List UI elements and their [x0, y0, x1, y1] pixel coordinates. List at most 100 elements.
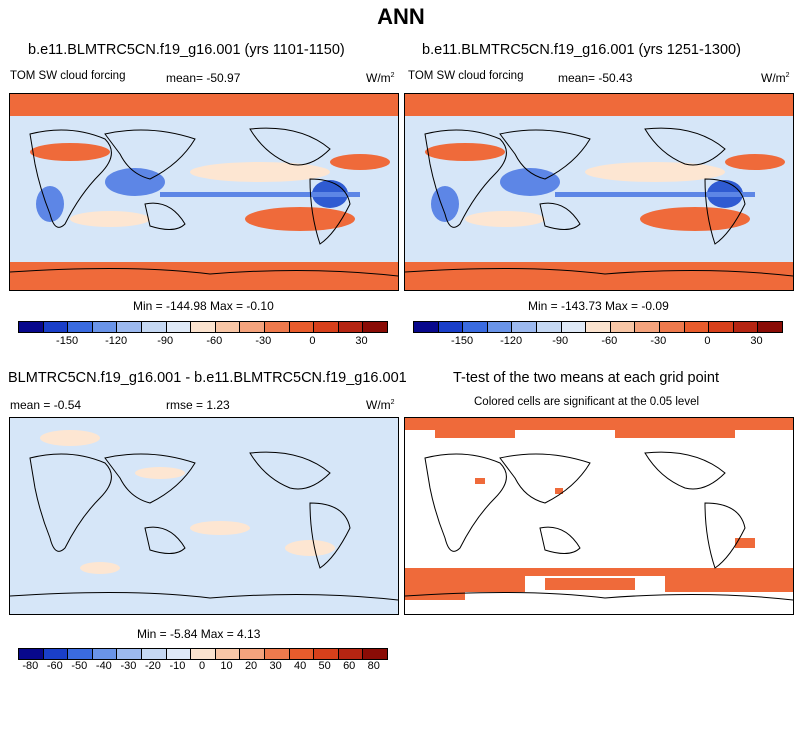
colorbar-swatch: [191, 649, 216, 659]
colorbar-tick-label: 0: [309, 335, 316, 347]
panel2-minmax: Min = -143.73 Max = -0.09: [528, 299, 669, 313]
panel2-variable: TOM SW cloud forcing: [408, 70, 524, 82]
panel3-colorbar: [18, 648, 388, 660]
colorbar-tick-label: -30: [255, 335, 272, 347]
colorbar-tick-label: -20: [144, 660, 161, 672]
colorbar-swatch: [68, 322, 93, 332]
colorbar-tick-label: -30: [650, 335, 667, 347]
colorbar-swatch: [561, 322, 587, 332]
colorbar-swatch: [758, 322, 782, 332]
colorbar-tick-label: -50: [71, 660, 88, 672]
colorbar-swatch: [512, 322, 537, 332]
colorbar-tick-label: -10: [169, 660, 186, 672]
panel3-minmax: Min = -5.84 Max = 4.13: [137, 627, 261, 641]
colorbar-tick-label: -90: [157, 335, 174, 347]
colorbar-tick-label: 30: [269, 660, 282, 672]
colorbar-swatch: [338, 322, 364, 332]
colorbar-swatch: [314, 322, 339, 332]
colorbar-tick-label: -60: [206, 335, 223, 347]
colorbar-swatch: [141, 649, 167, 659]
panel2-map-svg: [405, 94, 793, 290]
colorbar-tick-label: -150: [56, 335, 79, 347]
colorbar-tick-label: 0: [704, 335, 711, 347]
colorbar-tick-label: 20: [244, 660, 258, 672]
colorbar-swatch: [363, 649, 387, 659]
colorbar-swatch: [264, 649, 290, 659]
colorbar-tick-label: 50: [318, 660, 331, 672]
panel2-title: b.e11.BLMTRC5CN.f19_g16.001 (yrs 1251-13…: [422, 42, 741, 58]
colorbar-swatch: [314, 649, 339, 659]
colorbar-tick-label: 30: [355, 335, 368, 347]
panel3-rmse: rmse = 1.23: [166, 398, 230, 412]
panel1-title: b.e11.BLMTRC5CN.f19_g16.001 (yrs 1101-11…: [28, 42, 345, 58]
colorbar-swatch: [166, 649, 192, 659]
panel2-mean: mean= -50.43: [558, 71, 633, 85]
panel4-map: [404, 417, 794, 615]
colorbar-tick-label: 0: [198, 660, 206, 672]
colorbar-tick-label: -80: [22, 660, 39, 672]
colorbar-tick-label: -120: [500, 335, 523, 347]
colorbar-tick-label: 60: [343, 660, 356, 672]
colorbar-swatch: [289, 322, 315, 332]
panel2-colorbar-ticks: -150 -120 -90 -60 -30 0 30: [413, 335, 781, 349]
colorbar-swatch: [68, 649, 93, 659]
panel1-mean: mean= -50.97: [166, 71, 241, 85]
colorbar-swatch: [19, 322, 44, 332]
panel1-variable: TOM SW cloud forcing: [10, 70, 126, 82]
colorbar-swatch: [117, 649, 142, 659]
panel1-colorbar-ticks: -150 -120 -90 -60 -30 0 30: [18, 335, 386, 349]
panel2-map: [404, 93, 794, 291]
colorbar-swatch: [43, 649, 69, 659]
colorbar-swatch: [414, 322, 439, 332]
colorbar-swatch: [338, 649, 364, 659]
colorbar-swatch: [659, 322, 685, 332]
colorbar-swatch: [363, 322, 387, 332]
colorbar-swatch: [240, 322, 265, 332]
colorbar-swatch: [289, 649, 315, 659]
colorbar-swatch: [19, 649, 44, 659]
main-title: ANN: [377, 4, 425, 29]
colorbar-swatch: [733, 322, 759, 332]
colorbar-tick-label: 40: [294, 660, 307, 672]
panel4-subtitle: Colored cells are significant at the 0.0…: [474, 396, 700, 408]
panel3-map: [9, 417, 399, 615]
panel1-colorbar: [18, 321, 388, 333]
colorbar-tick-label: -90: [552, 335, 569, 347]
colorbar-swatch: [141, 322, 167, 332]
colorbar-tick-label: 30: [750, 335, 763, 347]
panel3-units: W/m2: [366, 398, 395, 412]
colorbar-swatch: [635, 322, 660, 332]
panel2-units: W/m2: [761, 71, 790, 85]
panel3-colorbar-ticks: -80 -60 -50 -40 -30 -20 -10 0 10 20 30 40 50 60 80: [18, 660, 386, 674]
colorbar-tick-label: 10: [220, 660, 233, 672]
panel1-map-svg: [10, 94, 398, 290]
panel1-units: W/m2: [366, 71, 395, 85]
colorbar-swatch: [215, 649, 241, 659]
colorbar-tick-label: -40: [95, 660, 112, 672]
colorbar-tick-label: -60: [46, 660, 63, 672]
colorbar-swatch: [709, 322, 734, 332]
colorbar-swatch: [487, 322, 513, 332]
colorbar-tick-label: -120: [105, 335, 128, 347]
colorbar-swatch: [438, 322, 464, 332]
colorbar-swatch: [191, 322, 216, 332]
panel3-map-svg: [10, 418, 398, 614]
colorbar-swatch: [215, 322, 241, 332]
colorbar-tick-label: -60: [601, 335, 618, 347]
panel4-title: T-test of the two means at each grid poi…: [453, 370, 719, 386]
colorbar-swatch: [92, 322, 118, 332]
colorbar-swatch: [463, 322, 488, 332]
panel3-mean: mean = -0.54: [10, 398, 82, 412]
colorbar-swatch: [610, 322, 636, 332]
panel3-title: BLMTRC5CN.f19_g16.001 - b.e11.BLMTRC5CN.…: [8, 370, 407, 386]
colorbar-tick-label: -150: [451, 335, 474, 347]
panel2-colorbar: [413, 321, 783, 333]
colorbar-tick-label: -30: [120, 660, 137, 672]
colorbar-tick-label: 80: [367, 660, 380, 672]
panel1-minmax: Min = -144.98 Max = -0.10: [133, 299, 274, 313]
colorbar-swatch: [684, 322, 710, 332]
colorbar-swatch: [117, 322, 142, 332]
colorbar-swatch: [43, 322, 69, 332]
colorbar-swatch: [586, 322, 611, 332]
colorbar-swatch: [264, 322, 290, 332]
